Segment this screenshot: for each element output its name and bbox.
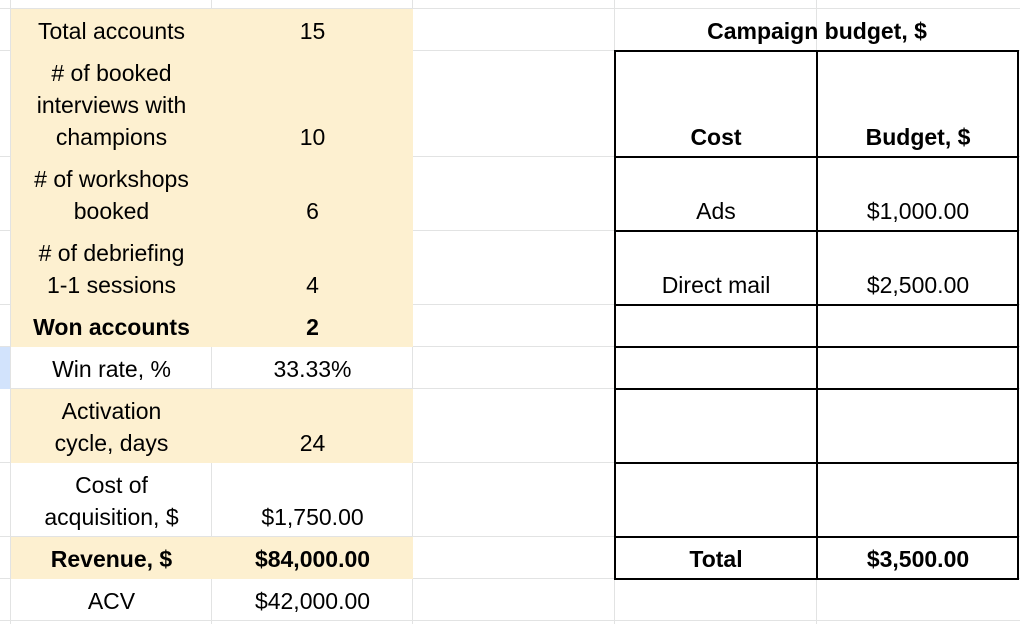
metric-value-won-accounts[interactable]: 2 bbox=[212, 305, 413, 347]
metric-value-debriefing-sessions[interactable]: 4 bbox=[212, 231, 413, 305]
budget-table-border-line bbox=[614, 578, 1019, 580]
budget-table-border-line bbox=[614, 50, 1019, 52]
grid-row-line bbox=[0, 304, 1020, 305]
metric-value-cost-of-acquisition[interactable]: $1,750.00 bbox=[261, 504, 364, 530]
grid-row-line bbox=[0, 388, 1020, 389]
grid-row-line bbox=[0, 462, 1020, 463]
metric-value-win-rate[interactable]: 33.33% bbox=[273, 356, 352, 382]
budget-header-budget[interactable]: Budget, $ bbox=[865, 124, 971, 150]
grid-row-line bbox=[0, 346, 1020, 347]
metric-value-booked-interviews[interactable]: 10 bbox=[212, 51, 413, 157]
budget-table-border-line bbox=[614, 388, 1019, 390]
metric-label-won-accounts[interactable]: Won accounts bbox=[11, 305, 212, 347]
metric-label-win-rate[interactable]: Win rate, % bbox=[52, 356, 171, 382]
grid-row-line bbox=[0, 230, 1020, 231]
metric-label-total-accounts[interactable]: Total accounts bbox=[11, 9, 212, 51]
metric-value-total-accounts[interactable]: 15 bbox=[212, 9, 413, 51]
budget-total-value[interactable]: $3,500.00 bbox=[866, 546, 970, 572]
budget-row-cost-direct-mail[interactable]: Direct mail bbox=[661, 272, 771, 298]
grid-row-line bbox=[0, 156, 1020, 157]
budget-row-value-direct-mail[interactable]: $2,500.00 bbox=[866, 272, 970, 298]
grid-row-line bbox=[0, 8, 1020, 9]
metric-value-revenue[interactable]: $84,000.00 bbox=[212, 537, 413, 579]
budget-header-cost[interactable]: Cost bbox=[690, 124, 742, 150]
metric-label-booked-interviews[interactable]: # of booked interviews with champions bbox=[11, 51, 212, 157]
grid-row-line bbox=[0, 50, 1020, 51]
grid-row-line bbox=[0, 536, 1020, 537]
budget-total-label[interactable]: Total bbox=[689, 546, 743, 572]
budget-row-value-ads[interactable]: $1,000.00 bbox=[866, 198, 970, 224]
metric-value-workshops-booked[interactable]: 6 bbox=[212, 157, 413, 231]
metric-value-activation-cycle[interactable]: 24 bbox=[212, 389, 413, 463]
budget-table-border-line bbox=[816, 50, 818, 580]
budget-table-border-line bbox=[614, 230, 1019, 232]
metric-label-workshops-booked[interactable]: # of workshops booked bbox=[11, 157, 212, 231]
metric-label-debriefing-sessions[interactable]: # of debriefing 1-1 sessions bbox=[11, 231, 212, 305]
grid-row-line bbox=[0, 620, 1020, 621]
grid-row-line bbox=[0, 578, 1020, 579]
budget-table-border-line bbox=[614, 156, 1019, 158]
metric-label-cost-of-acquisition[interactable]: Cost of acquisition, $ bbox=[44, 472, 179, 530]
budget-row-cost-ads[interactable]: Ads bbox=[696, 198, 736, 224]
budget-table-border-line bbox=[614, 462, 1019, 464]
metric-label-acv[interactable]: ACV bbox=[87, 588, 136, 614]
grid-column-line bbox=[10, 0, 11, 624]
metric-label-revenue[interactable]: Revenue, $ bbox=[11, 537, 212, 579]
budget-table-border-line bbox=[1017, 50, 1019, 580]
budget-table-border-line bbox=[614, 536, 1019, 538]
budget-table-border-line bbox=[614, 346, 1019, 348]
metric-value-acv[interactable]: $42,000.00 bbox=[254, 588, 371, 614]
budget-title[interactable]: Campaign budget, $ bbox=[707, 18, 927, 44]
budget-table-border-line bbox=[614, 50, 616, 580]
row-selection-indicator bbox=[0, 347, 10, 389]
metric-label-activation-cycle[interactable]: Activation cycle, days bbox=[11, 389, 212, 463]
budget-table-border-line bbox=[614, 304, 1019, 306]
